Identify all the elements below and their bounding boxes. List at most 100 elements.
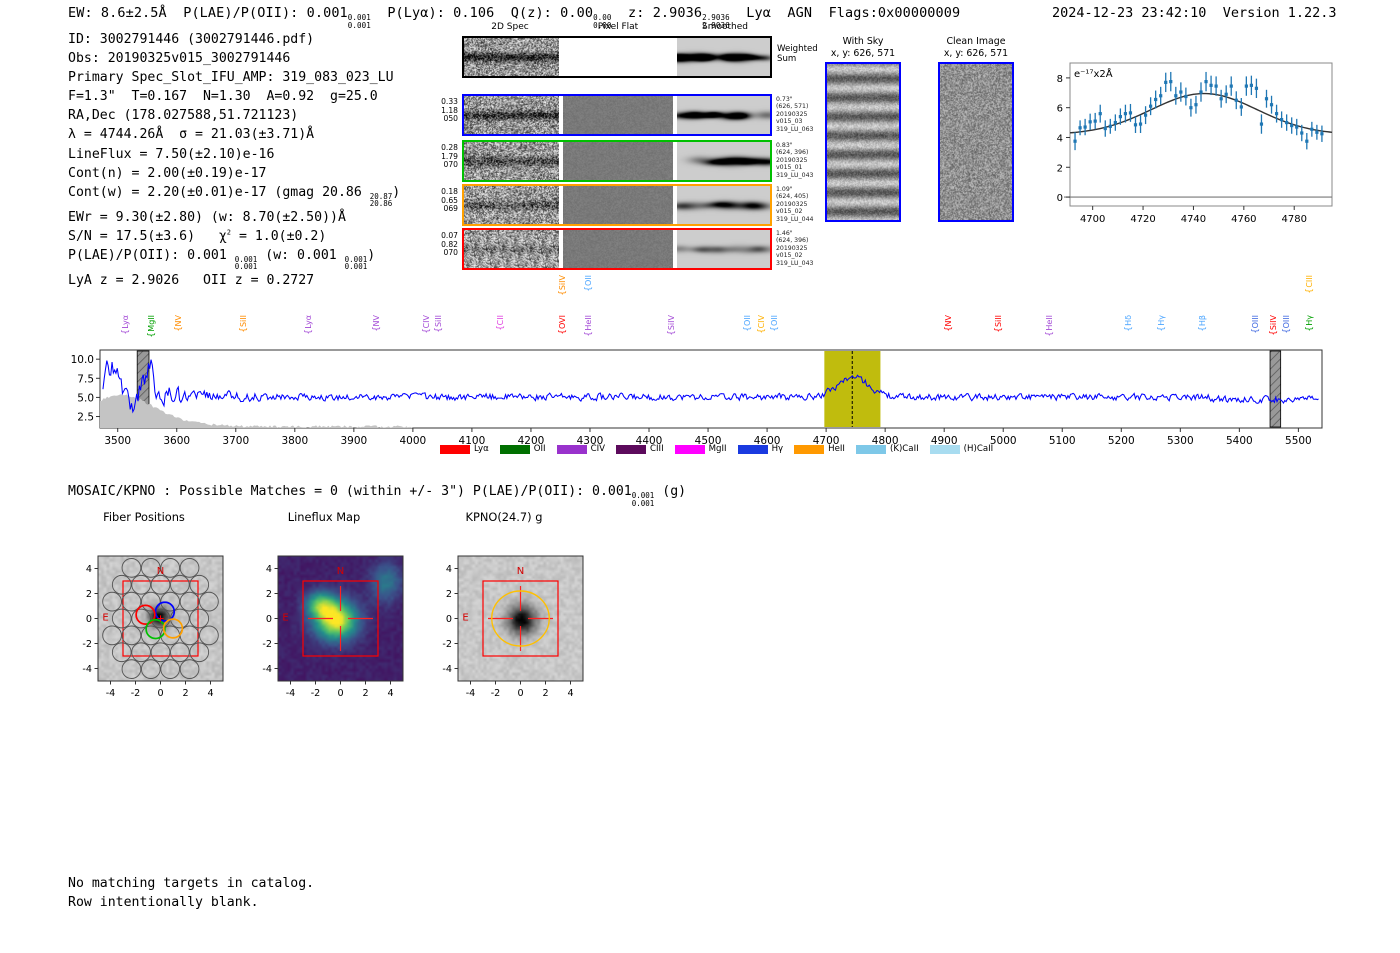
east-label: E (462, 612, 468, 623)
qz-lo: 0.00 (593, 20, 612, 30)
pixel-flat-image (562, 186, 674, 224)
emission-line-name: Hγ (1305, 315, 1315, 326)
legend-label: CIV (590, 444, 606, 454)
emission-line-name: HeII (584, 315, 594, 331)
emission-line-bracket: { (495, 325, 506, 332)
svg-text:4800: 4800 (872, 435, 899, 447)
emission-line-label: Lyα{ (121, 315, 131, 334)
emission-line-name: CIV (757, 315, 767, 329)
info-cont-w: Cont(w) = 2.20(±0.01)e-17 (gmag 20.86 20… (68, 184, 401, 209)
emission-line-label: SiIV{ (1269, 315, 1279, 336)
emission-line-name: OII (584, 275, 594, 287)
svg-text:3500: 3500 (104, 435, 131, 447)
emission-line-label: Hβ{ (1198, 315, 1208, 332)
spec-column-title-0: 2D Spec (491, 22, 529, 32)
smoothed-image (677, 142, 771, 180)
emission-line-label: HeII{ (1045, 315, 1055, 336)
spec-cutout-row (462, 184, 772, 226)
emission-line-bracket: { (303, 328, 314, 335)
flags: Flags:0x00000009 (828, 5, 961, 21)
svg-text:4: 4 (266, 564, 272, 575)
svg-text:2: 2 (86, 589, 92, 600)
mosaic-prefix: MOSAIC/KPNO : Possible Matches = 0 (with… (68, 484, 585, 499)
weighted-sum-row (462, 36, 772, 78)
svg-text:3900: 3900 (340, 435, 367, 447)
emission-line-label: CII{ (496, 315, 506, 331)
emission-line-bracket: { (173, 326, 184, 333)
east-label: E (282, 612, 288, 623)
z-label: z: (628, 5, 645, 21)
info-cont-n: Cont(n) = 2.00(±0.19)e-17 (68, 165, 267, 181)
svg-text:4400: 4400 (636, 435, 663, 447)
spec-gap (673, 186, 678, 224)
legend-label: Hγ (771, 444, 784, 454)
svg-text:4900: 4900 (931, 435, 958, 447)
emission-line-label: SiII{ (994, 315, 1004, 333)
spec-gap (558, 96, 563, 134)
line-fit-chart: 0 2 4 6 8 4700 4720 4740 4760 4780 e⁻¹⁷x2Å (1036, 57, 1336, 232)
footer-line-0: No matching targets in catalog. (68, 876, 315, 891)
svg-text:4100: 4100 (459, 435, 486, 447)
emission-line-name: CIV (421, 315, 431, 329)
svg-text:4: 4 (446, 564, 452, 575)
emission-line-name: NV (371, 315, 381, 327)
emission-line-bracket: { (743, 326, 754, 332)
svg-text:0: 0 (157, 688, 163, 698)
svg-text:5100: 5100 (1049, 435, 1076, 447)
emission-line-bracket: { (1282, 328, 1293, 335)
svg-text:0: 0 (86, 614, 92, 625)
weighted-sum-label: Weighted Sum (777, 44, 818, 64)
header-meta: 2024-12-23 23:42:10 Version 1.22.3 (1052, 5, 1337, 21)
north-label: N (517, 566, 524, 577)
svg-text:5500: 5500 (1285, 435, 1312, 447)
spectrum-axis: 2.5 5.0 7.5 10.0 3500 3600 3700 3800 3900 4000 410… (60, 340, 1350, 450)
emission-line-label: OII{ (584, 275, 594, 292)
plya-value: 0.106 (453, 5, 495, 21)
emission-line-label: SiII{ (239, 315, 249, 333)
svg-text:3700: 3700 (222, 435, 249, 447)
emission-line-name: Hδ (1124, 315, 1134, 326)
sky-image-title-1: Clean Image x, y: 626, 571 (920, 36, 1032, 59)
info-obs: Obs: 20190325v015_3002791446 (68, 51, 291, 67)
svg-text:0: 0 (446, 614, 452, 625)
legend-item: OII (499, 444, 546, 454)
svg-text:2: 2 (362, 688, 368, 698)
emission-line-bracket: { (1268, 330, 1279, 336)
emission-line-label: OIII{ (1251, 315, 1261, 334)
emission-line-name: Lyα (120, 315, 130, 329)
emission-line-bracket: { (994, 327, 1005, 333)
svg-text:4: 4 (1057, 133, 1063, 144)
weighted-flat-blank (558, 38, 678, 76)
z-lo: 2.9036 (702, 20, 730, 30)
svg-text:-2: -2 (491, 688, 501, 698)
mosaic-plae-lo: 0.001 (631, 498, 655, 508)
cutout-image (458, 556, 583, 681)
sky-coord-text: x, y: 626, 571 (830, 47, 896, 59)
svg-text:8: 8 (1057, 74, 1063, 85)
emission-line-bracket: { (1044, 330, 1055, 337)
emission-line-bracket: { (371, 326, 382, 333)
svg-text:6: 6 (1057, 104, 1063, 115)
header-summary-line: EW: 8.6±2.5Å P(LAE)/P(OII): 0.001 0.001 0.… (68, 5, 960, 29)
legend-item: CIV (556, 444, 606, 454)
qz-hi: 0.00 (593, 13, 612, 22)
spec-column-title-2: Smoothed (702, 22, 748, 32)
footer-line-1: Row intentionally blank. (68, 895, 259, 910)
legend-item: Lyα (440, 444, 489, 454)
emission-line-bracket: { (1124, 325, 1135, 332)
cutout-image (278, 556, 403, 681)
sky-coord-text: x, y: 626, 571 (943, 47, 1009, 59)
svg-text:4: 4 (567, 688, 573, 698)
svg-text:0: 0 (517, 688, 523, 698)
emission-line-bracket: { (1156, 325, 1167, 332)
legend-label: MgII (708, 444, 727, 454)
svg-text:2: 2 (446, 589, 452, 600)
emission-line-name: Hβ (1198, 315, 1208, 327)
svg-text:-2: -2 (311, 688, 321, 698)
emission-line-label: MgII{ (147, 315, 157, 337)
sky-title-text: With Sky (842, 36, 884, 47)
spec-gap (558, 186, 563, 224)
emission-line-bracket: { (421, 328, 432, 335)
cutout-svg: NE-4-4-2-2002244s/b: 4.17 +/- 0.056 (262, 555, 404, 698)
main-spectrum-svg: 2.5 5.0 7.5 10.0 3500 3600 3700 3800 3900 4000 410… (71, 349, 1323, 447)
